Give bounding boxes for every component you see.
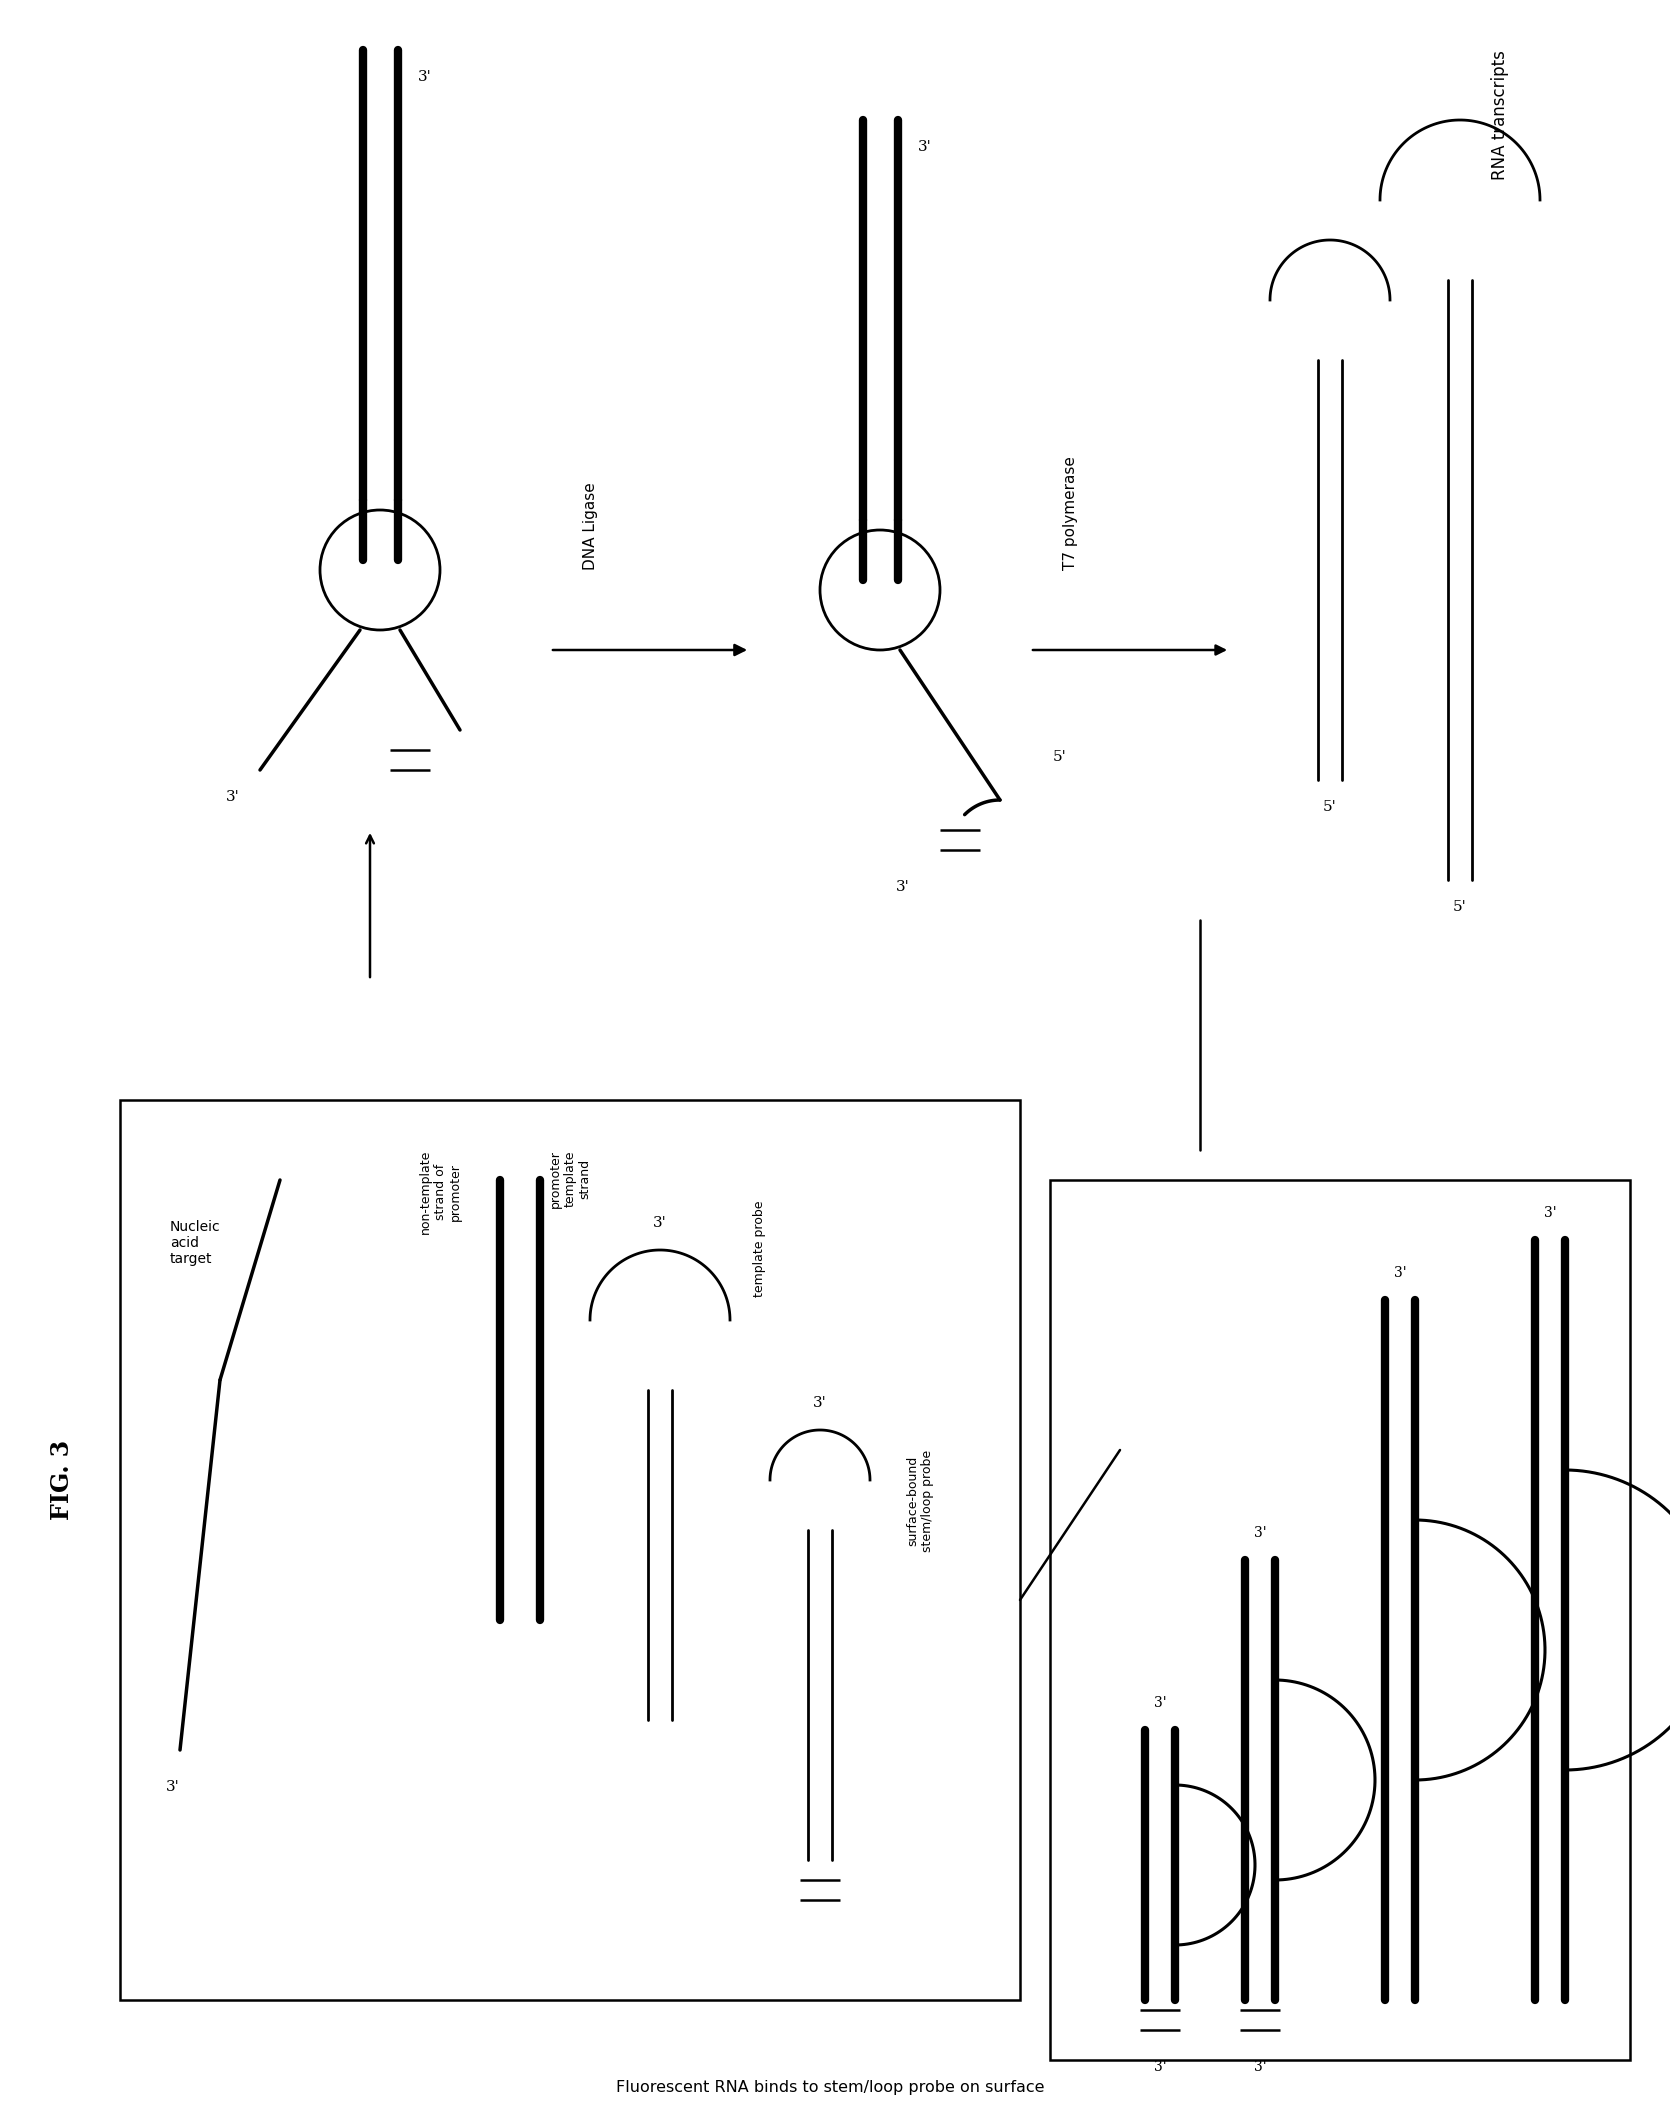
FancyBboxPatch shape (1050, 1179, 1630, 2059)
Text: 3': 3' (1543, 1207, 1556, 1220)
Text: 3': 3' (418, 70, 431, 85)
Text: 3': 3' (1394, 1266, 1406, 1279)
Circle shape (321, 510, 439, 629)
Text: 3': 3' (897, 880, 910, 895)
FancyBboxPatch shape (120, 1101, 1020, 2000)
Text: 5': 5' (1453, 901, 1466, 914)
Text: 3': 3' (1254, 1526, 1266, 1541)
Text: FIG. 3: FIG. 3 (50, 1441, 73, 1519)
Text: Fluorescent RNA binds to stem/loop probe on surface: Fluorescent RNA binds to stem/loop probe… (616, 2080, 1044, 2095)
Circle shape (820, 529, 940, 650)
Text: promoter
template
strand: promoter template strand (548, 1150, 591, 1207)
Text: 3': 3' (225, 790, 240, 803)
Text: Nucleic
acid
target: Nucleic acid target (170, 1220, 220, 1266)
Text: 3': 3' (653, 1216, 666, 1230)
Text: 3': 3' (167, 1781, 180, 1794)
Text: non-template
strand of
promoter: non-template strand of promoter (419, 1150, 461, 1235)
Text: 3': 3' (1254, 2059, 1266, 2074)
Text: surface-bound
stem/loop probe: surface-bound stem/loop probe (907, 1449, 934, 1551)
Text: 3': 3' (813, 1396, 827, 1411)
Text: T7 polymerase: T7 polymerase (1062, 457, 1077, 570)
Text: 5': 5' (1054, 750, 1067, 765)
Text: 5': 5' (1323, 799, 1338, 814)
Text: template probe: template probe (753, 1201, 767, 1296)
Text: RNA transcripts: RNA transcripts (1491, 51, 1510, 181)
Text: 3': 3' (1154, 1696, 1166, 1711)
Text: 3': 3' (1154, 2059, 1166, 2074)
Text: DNA Ligase: DNA Ligase (583, 482, 598, 570)
Text: 3': 3' (917, 140, 932, 153)
